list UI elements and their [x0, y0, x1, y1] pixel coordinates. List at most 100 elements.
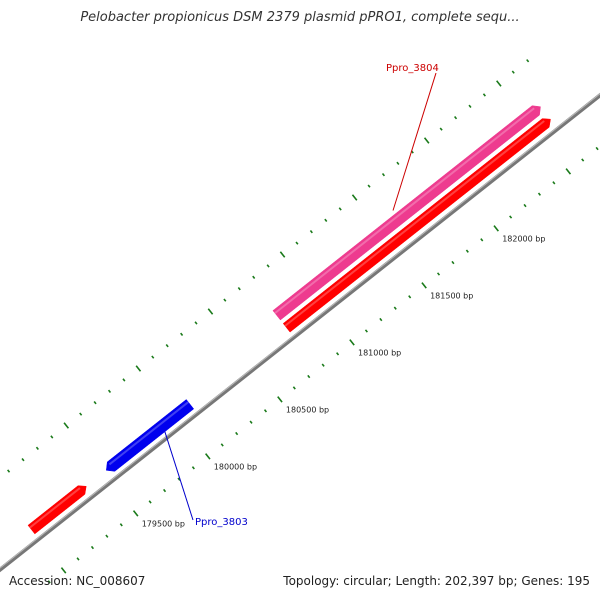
minor-tick-outer [511, 70, 515, 74]
scale-tick-label: 181500 bp [430, 291, 473, 300]
minor-tick-inner [336, 352, 340, 356]
minor-tick-inner [552, 181, 556, 185]
major-tick-inner [565, 168, 572, 175]
scale-tick-label: 180000 bp [214, 462, 257, 471]
major-tick-inner [421, 282, 427, 289]
minor-tick-outer [93, 401, 97, 405]
minor-tick-inner [307, 374, 311, 379]
major-tick-outer [63, 422, 70, 429]
scale-tick-label: 181000 bp [358, 348, 401, 357]
minor-tick-inner [451, 260, 455, 265]
minor-tick-inner [119, 523, 123, 527]
major-tick-inner [493, 225, 499, 232]
feature-group [27, 105, 551, 535]
minor-tick-group [7, 59, 599, 584]
minor-tick-outer [252, 275, 256, 279]
minor-tick-inner [249, 420, 253, 424]
minor-tick-inner [162, 488, 167, 493]
feature-cds-2 [282, 118, 551, 333]
minor-tick-inner [465, 249, 469, 253]
label-leader-line [164, 431, 194, 521]
scale-tick-group: 179500 bp 180000 bp 180500 bp 181000 bp 1815… [142, 234, 546, 528]
feature-ppro_3803-shine [108, 401, 189, 466]
major-tick-inner [205, 453, 211, 460]
major-tick-outer [135, 365, 142, 372]
minor-tick-outer [165, 344, 169, 348]
minor-tick-outer [21, 458, 25, 462]
map-title: Pelobacter propionicus DSM 2379 plasmid … [80, 10, 520, 25]
minor-tick-inner [321, 363, 325, 367]
minor-tick-outer [180, 332, 184, 336]
minor-tick-outer [122, 378, 126, 382]
minor-tick-outer [396, 161, 400, 166]
minor-tick-outer [107, 389, 112, 393]
feature-cds-3 [27, 485, 87, 535]
major-tick-outer [279, 251, 286, 258]
minor-tick-inner [509, 215, 513, 219]
minor-tick-outer [468, 104, 472, 109]
feature-ppro_3803 [106, 399, 195, 472]
minor-tick-inner [76, 557, 80, 561]
minor-tick-inner [436, 272, 441, 276]
minor-tick-inner [393, 306, 397, 310]
feature-cds-3-shine [29, 487, 81, 529]
major-tick-inner [349, 339, 355, 346]
minor-tick-outer [194, 321, 198, 325]
minor-tick-inner [523, 203, 527, 208]
minor-tick-outer [151, 355, 155, 359]
minor-tick-inner [148, 500, 152, 504]
major-tick-inner [132, 510, 139, 517]
scale-tick-label: 182000 bp [502, 234, 545, 243]
accession-text: Accession: NC_008607 [9, 574, 146, 588]
minor-tick-outer [35, 446, 39, 450]
minor-tick-inner [177, 477, 181, 481]
minor-tick-outer [338, 207, 342, 211]
minor-tick-inner [408, 295, 412, 299]
minor-tick-inner [235, 431, 239, 436]
scale-tick-label: 179500 bp [142, 519, 185, 528]
minor-tick-outer [295, 241, 299, 245]
backbone-line [0, 92, 600, 573]
backbone-group [0, 92, 600, 573]
minor-tick-outer [266, 264, 270, 268]
minor-tick-inner [581, 158, 585, 162]
minor-tick-outer [454, 116, 458, 120]
scale-tick-label: 180500 bp [286, 405, 329, 414]
label-leader-line [392, 72, 437, 211]
minor-tick-inner [47, 580, 51, 584]
feature-ppro_3804 [272, 105, 541, 321]
minor-tick-outer [50, 435, 54, 439]
minor-tick-inner [220, 443, 224, 447]
feature-cds-2-shine [284, 120, 545, 327]
minor-tick-inner [191, 466, 195, 470]
minor-tick-inner [263, 409, 268, 413]
minor-tick-inner [595, 146, 599, 151]
minor-tick-outer [237, 287, 241, 291]
major-tick-outer [207, 308, 214, 315]
minor-tick-inner [537, 192, 542, 196]
minor-tick-outer [324, 218, 328, 222]
backbone-highlight [0, 93, 600, 569]
minor-tick-outer [223, 298, 227, 302]
gene-label-ppro_3803: Ppro_3803 [195, 517, 248, 528]
minor-tick-outer [526, 59, 530, 63]
feature-ppro_3804-shine [274, 107, 535, 314]
minor-tick-inner [480, 238, 484, 242]
minor-tick-outer [367, 184, 371, 188]
minor-tick-outer [309, 230, 313, 234]
minor-tick-inner [292, 386, 296, 390]
major-tick-outer [423, 137, 430, 144]
minor-tick-outer [7, 469, 11, 473]
minor-tick-inner [90, 545, 95, 550]
topology-summary-text: Topology: circular; Length: 202,397 bp; … [283, 574, 590, 588]
minor-tick-outer [439, 127, 443, 131]
major-tick-outer [496, 80, 502, 87]
minor-tick-inner [364, 329, 368, 333]
major-tick-outer [351, 194, 358, 201]
minor-tick-outer [482, 93, 486, 97]
gene-label-ppro_3804: Ppro_3804 [386, 63, 439, 74]
major-tick-inner [60, 567, 67, 574]
minor-tick-inner [379, 317, 383, 322]
